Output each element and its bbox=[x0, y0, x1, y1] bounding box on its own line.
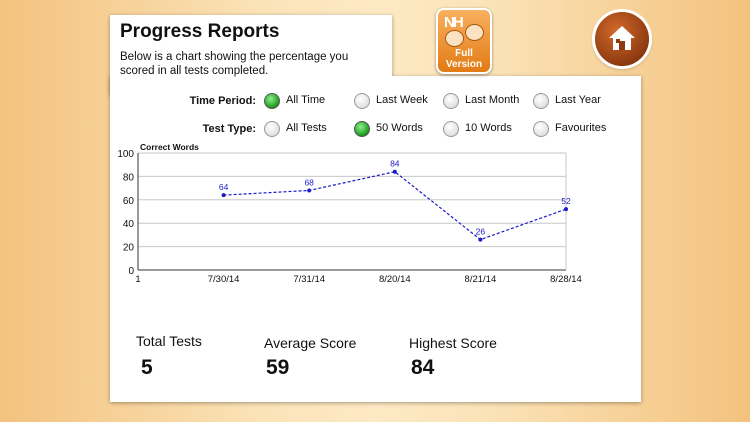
x-tick-label: 1 bbox=[135, 274, 140, 285]
test-type-10-words[interactable]: 10 Words bbox=[443, 121, 523, 139]
radio-button[interactable] bbox=[533, 121, 549, 137]
data-point bbox=[221, 193, 226, 198]
data-point bbox=[307, 188, 312, 193]
time-period-label: Time Period: bbox=[189, 95, 256, 107]
radio-button[interactable] bbox=[264, 121, 280, 137]
home-button[interactable] bbox=[595, 12, 649, 66]
x-tick-label: 8/20/14 bbox=[379, 274, 411, 285]
x-tick-label: 7/31/14 bbox=[293, 274, 325, 285]
x-tick-label: 7/30/14 bbox=[208, 274, 240, 285]
y-tick-label: 0 bbox=[128, 266, 134, 277]
radio-button[interactable] bbox=[354, 121, 370, 137]
home-icon bbox=[609, 26, 635, 50]
y-tick-label: 100 bbox=[117, 149, 134, 160]
time-period-last-week[interactable]: Last Week bbox=[354, 93, 434, 111]
y-tick-label: 40 bbox=[123, 219, 135, 230]
radio-button[interactable] bbox=[443, 121, 459, 137]
x-tick-label: 8/28/14 bbox=[550, 274, 582, 285]
data-label: 26 bbox=[476, 227, 486, 237]
test-type-all-tests[interactable]: All Tests bbox=[264, 121, 344, 139]
data-point bbox=[392, 169, 397, 174]
time-period-all-time[interactable]: All Time bbox=[264, 93, 344, 111]
y-tick-label: 60 bbox=[123, 196, 135, 207]
radio-button[interactable] bbox=[533, 93, 549, 109]
y-axis-title: Correct Words bbox=[140, 143, 199, 152]
data-point bbox=[478, 237, 483, 242]
highest-score-value: 84 bbox=[411, 356, 435, 379]
data-label: 64 bbox=[219, 182, 229, 192]
test-type-50-words[interactable]: 50 Words bbox=[354, 121, 434, 139]
progress-chart: 0 20 40 60 80 100 Correct Words 1 7/30/14 7/31/14… bbox=[117, 143, 582, 285]
badge-line2: Version bbox=[445, 59, 483, 70]
nh-logo: NH bbox=[444, 14, 464, 31]
data-label: 52 bbox=[561, 196, 571, 206]
y-tick-label: 20 bbox=[123, 243, 135, 254]
radio-button[interactable] bbox=[354, 93, 370, 109]
test-type-label: Test Type: bbox=[202, 123, 256, 135]
highest-score-label: Highest Score bbox=[409, 335, 497, 351]
page-subtitle: Below is a chart showing the percentage … bbox=[120, 51, 349, 77]
full-version-badge[interactable]: NH Full Version bbox=[436, 8, 492, 74]
speech-bubble-icon bbox=[465, 24, 484, 41]
total-tests-label: Total Tests bbox=[136, 333, 202, 349]
x-tick-label: 8/21/14 bbox=[465, 274, 497, 285]
speech-bubble-icon bbox=[445, 30, 464, 47]
average-score-value: 59 bbox=[266, 356, 290, 379]
data-label: 68 bbox=[304, 177, 314, 187]
page-title: Progress Reports bbox=[120, 21, 280, 42]
series-line bbox=[223, 171, 567, 241]
data-label: 84 bbox=[390, 159, 400, 169]
y-tick-label: 80 bbox=[123, 172, 135, 183]
badge-line1: Full bbox=[455, 48, 473, 59]
average-score-label: Average Score bbox=[264, 335, 357, 351]
radio-button[interactable] bbox=[443, 93, 459, 109]
report-panel bbox=[110, 76, 641, 402]
total-tests-value: 5 bbox=[141, 356, 153, 379]
test-type-favourites[interactable]: Favourites bbox=[533, 121, 618, 139]
time-period-last-month[interactable]: Last Month bbox=[443, 93, 528, 111]
time-period-last-year[interactable]: Last Year bbox=[533, 93, 613, 111]
data-point bbox=[564, 207, 568, 212]
radio-button[interactable] bbox=[264, 93, 280, 109]
